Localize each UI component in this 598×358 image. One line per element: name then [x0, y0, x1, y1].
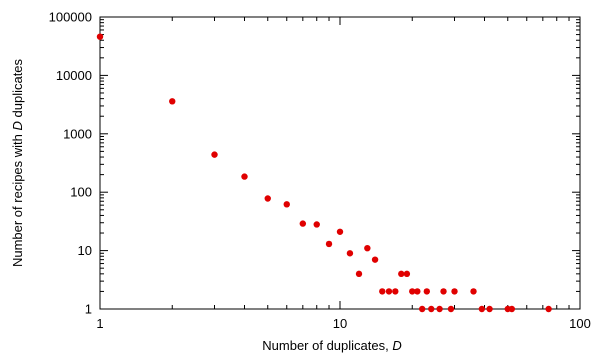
data-point: [409, 288, 416, 295]
data-point: [325, 240, 333, 248]
data-point: [364, 244, 371, 252]
x-tick-label: 1: [96, 316, 103, 331]
data-point: [440, 288, 447, 295]
points-layer: [96, 33, 552, 313]
data-point: [313, 221, 320, 228]
y-tick-label: 100: [70, 185, 92, 200]
data-point: [470, 288, 477, 295]
data-point: [264, 195, 271, 202]
tick-labels-layer: 1 10 100 1 10 100 1000 10000 100000: [49, 10, 591, 332]
data-point: [478, 305, 486, 313]
data-point: [385, 288, 393, 295]
data-point: [169, 98, 176, 105]
data-point: [545, 305, 552, 313]
data-point: [423, 288, 431, 295]
data-point: [96, 33, 104, 40]
data-point: [414, 288, 421, 295]
plot-frame: [99, 16, 581, 310]
data-point: [355, 270, 363, 278]
data-point: [398, 270, 405, 278]
x-axis-label: Number of duplicates, D: [262, 338, 401, 353]
data-point: [299, 220, 307, 227]
data-point: [436, 305, 443, 313]
x-tick-label: 100: [569, 316, 591, 331]
data-point: [346, 250, 354, 257]
y-tick-label: 1000: [63, 126, 92, 141]
data-point: [392, 288, 399, 295]
data-point: [451, 288, 458, 295]
data-point: [241, 173, 248, 180]
x-tick-label: 10: [333, 316, 347, 331]
y-tick-label: 100000: [49, 10, 92, 25]
data-point: [336, 228, 344, 235]
data-point: [428, 305, 435, 313]
ticks-layer: [99, 16, 581, 310]
data-point: [371, 256, 379, 263]
data-point: [283, 201, 290, 208]
data-point: [379, 288, 386, 295]
y-axis-label: Number of recipes with D duplicates: [10, 58, 25, 267]
data-point: [211, 151, 218, 158]
data-point: [508, 305, 516, 313]
data-point: [486, 305, 493, 313]
y-tick-label: 10000: [56, 68, 92, 83]
y-tick-label: 1: [85, 302, 92, 317]
y-tick-label: 10: [78, 243, 92, 258]
data-point: [447, 305, 455, 313]
data-point: [418, 305, 426, 313]
data-point: [403, 270, 411, 278]
